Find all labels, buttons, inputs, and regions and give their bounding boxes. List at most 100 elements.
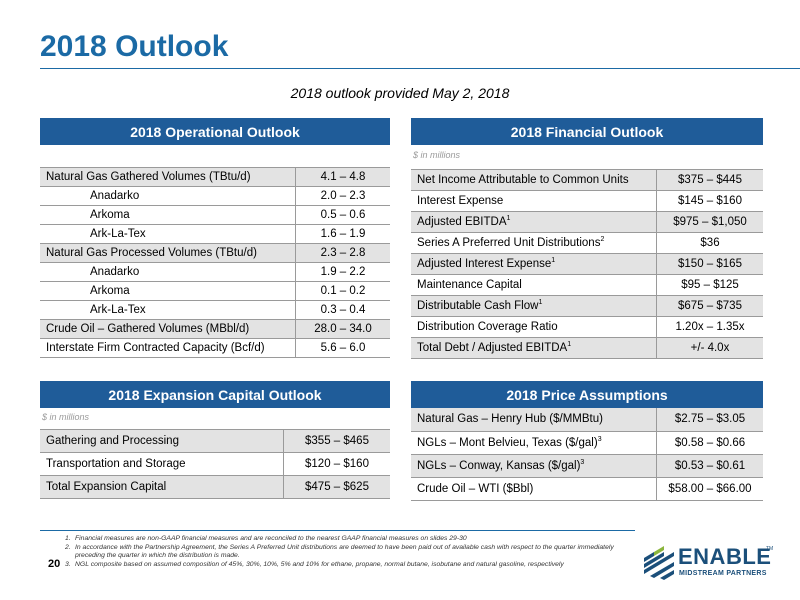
logo-subtitle: MIDSTREAM PARTNERS (679, 570, 767, 577)
footnote-text: In accordance with the Partnership Agree… (75, 543, 614, 560)
row-label: Maintenance Capital (417, 279, 522, 291)
row-label-cell: Interest Expense (411, 190, 657, 212)
row-value: $95 – $125 (656, 274, 763, 296)
table-row: Adjusted Interest Expense1 $150 – $165 (411, 253, 763, 275)
footnote-item: 1. Financial measures are non-GAAP financ… (65, 535, 630, 544)
row-label-cell: Distributable Cash Flow1 (411, 295, 657, 317)
row-label: Natural Gas Gathered Volumes (TBtu/d) (46, 171, 251, 183)
row-value: $0.53 – $0.61 (656, 454, 763, 478)
footnote-ref: 3 (597, 435, 602, 443)
expansion-capital-header: 2018 Expansion Capital Outlook (40, 381, 390, 408)
row-value: 1.9 – 2.2 (295, 262, 390, 282)
footnote-item: 3. NGL composite based on assumed composi… (65, 561, 630, 570)
footnote-number: 3. (65, 560, 71, 568)
table-row: Anadarko 1.9 – 2.2 (40, 262, 390, 282)
row-label: Interest Expense (417, 195, 504, 207)
table-row: Gathering and Processing $355 – $465 (40, 429, 390, 453)
table-row: Series A Preferred Unit Distributions2 $3… (411, 232, 763, 254)
financial-unit-note: $ in millions (413, 150, 461, 160)
row-label: Distributable Cash Flow (417, 300, 539, 312)
footnote-number: 2. (65, 543, 71, 551)
enable-logo-mark (644, 546, 674, 580)
footnote-ref: 1 (567, 341, 572, 349)
title-divider (40, 68, 800, 69)
row-label-cell: Natural Gas – Henry Hub ($/MMBtu) (411, 408, 657, 432)
row-label: Total Expansion Capital (46, 481, 167, 493)
row-label-cell: Natural Gas Processed Volumes (TBtu/d) (40, 243, 296, 263)
table-row: Transportation and Storage $120 – $160 (40, 452, 390, 476)
table-row: Natural Gas – Henry Hub ($/MMBtu) $2.75 –… (411, 408, 763, 432)
table-row: Maintenance Capital $95 – $125 (411, 274, 763, 296)
row-label-cell: Anadarko (40, 186, 296, 206)
row-value: $150 – $165 (656, 253, 763, 275)
price-assumptions-header: 2018 Price Assumptions (411, 381, 763, 408)
row-label: Arkoma (90, 285, 130, 297)
row-label-cell: NGLs – Mont Belvieu, Texas ($/gal)3 (411, 431, 657, 455)
row-label-cell: Arkoma (40, 205, 296, 225)
logo-trademark: TM (766, 546, 774, 552)
row-label-cell: Crude Oil – Gathered Volumes (MBbl/d) (40, 319, 296, 339)
table-row: Interstate Firm Contracted Capacity (Bcf… (40, 338, 390, 358)
row-label-cell: Natural Gas Gathered Volumes (TBtu/d) (40, 167, 296, 187)
row-label-cell: Series A Preferred Unit Distributions2 (411, 232, 657, 254)
table-row: Ark-La-Tex 1.6 – 1.9 (40, 224, 390, 244)
operational-outlook-header: 2018 Operational Outlook (40, 118, 390, 145)
row-label: NGLs – Mont Belvieu, Texas ($/gal) (417, 436, 598, 449)
footnote-ref: 1 (551, 257, 556, 265)
row-label-cell: Distribution Coverage Ratio (411, 316, 657, 338)
row-label: Anadarko (90, 190, 140, 202)
footnote-text: NGL composite based on assumed compositi… (75, 560, 564, 568)
table-row: Arkoma 0.1 – 0.2 (40, 281, 390, 301)
row-value: $975 – $1,050 (656, 211, 763, 233)
row-label: Anadarko (90, 266, 140, 278)
table-row: Total Debt / Adjusted EBITDA1 +/- 4.0x (411, 337, 763, 359)
footnote-ref: 3 (580, 458, 585, 466)
page-number: 20 (48, 558, 61, 570)
row-value: $2.75 – $3.05 (656, 408, 763, 432)
row-value: 0.1 – 0.2 (295, 281, 390, 301)
row-label-cell: Ark-La-Tex (40, 300, 296, 320)
row-value: 2.3 – 2.8 (295, 243, 390, 263)
footnote-divider (40, 530, 635, 531)
row-label-cell: Arkoma (40, 281, 296, 301)
row-label: Ark-La-Tex (90, 304, 146, 316)
table-row: Ark-La-Tex 0.3 – 0.4 (40, 300, 390, 320)
footnote-number: 1. (65, 535, 71, 542)
row-label: Crude Oil – WTI ($Bbl) (417, 482, 534, 495)
row-label: Adjusted EBITDA (417, 216, 507, 228)
row-value: 28.0 – 34.0 (295, 319, 390, 339)
table-row: Distributable Cash Flow1 $675 – $735 (411, 295, 763, 317)
operational-outlook-table: Natural Gas Gathered Volumes (TBtu/d) 4.1… (40, 167, 390, 358)
row-label: Gathering and Processing (46, 435, 179, 447)
page-title: 2018 Outlook (40, 30, 229, 63)
row-label-cell: Total Expansion Capital (40, 475, 284, 499)
row-label-cell: Total Debt / Adjusted EBITDA1 (411, 337, 657, 359)
row-value: 1.6 – 1.9 (295, 224, 390, 244)
row-value: $675 – $735 (656, 295, 763, 317)
row-label: Total Debt / Adjusted EBITDA (417, 342, 568, 354)
row-value: $0.58 – $0.66 (656, 431, 763, 455)
row-label-cell: Maintenance Capital (411, 274, 657, 296)
table-row: Distribution Coverage Ratio 1.20x – 1.35x (411, 316, 763, 338)
row-label-cell: Net Income Attributable to Common Units (411, 169, 657, 191)
table-row: Interest Expense $145 – $160 (411, 190, 763, 212)
footnote-ref: 2 (600, 236, 605, 244)
row-label: Crude Oil – Gathered Volumes (MBbl/d) (46, 323, 250, 335)
row-label-cell: Gathering and Processing (40, 429, 284, 453)
row-label: Distribution Coverage Ratio (417, 321, 558, 333)
page-subtitle: 2018 outlook provided May 2, 2018 (290, 85, 510, 101)
row-label-cell: Ark-La-Tex (40, 224, 296, 244)
row-value: $355 – $465 (283, 429, 390, 453)
row-label: Natural Gas Processed Volumes (TBtu/d) (46, 247, 257, 259)
table-row: Anadarko 2.0 – 2.3 (40, 186, 390, 206)
row-label-cell: Anadarko (40, 262, 296, 282)
row-label: Interstate Firm Contracted Capacity (Bcf… (46, 342, 265, 354)
table-row: Net Income Attributable to Common Units $… (411, 169, 763, 191)
row-label: Transportation and Storage (46, 458, 186, 470)
table-row: Crude Oil – WTI ($Bbl) $58.00 – $66.00 (411, 477, 763, 501)
table-row: NGLs – Mont Belvieu, Texas ($/gal)3 $0.58… (411, 431, 763, 455)
footnote-ref: 1 (538, 299, 543, 307)
row-label-cell: Crude Oil – WTI ($Bbl) (411, 477, 657, 501)
row-label: Natural Gas – Henry Hub ($/MMBtu) (417, 413, 603, 426)
table-row: Adjusted EBITDA1 $975 – $1,050 (411, 211, 763, 233)
